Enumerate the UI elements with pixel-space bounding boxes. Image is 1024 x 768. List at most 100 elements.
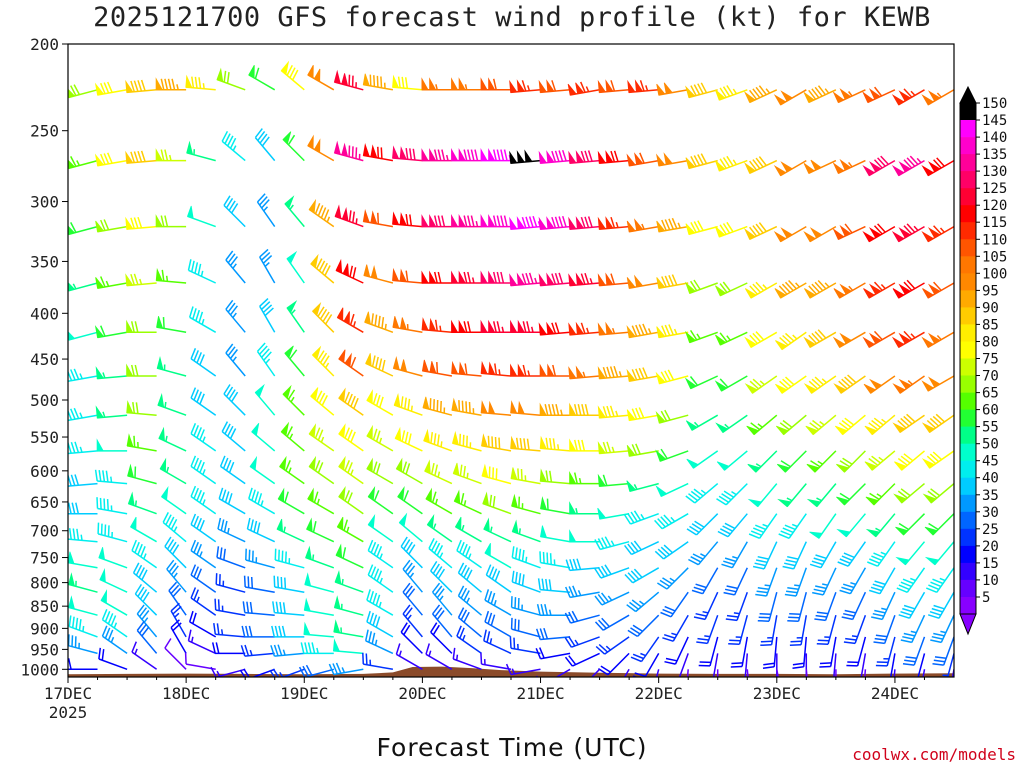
wind-barb [843, 614, 867, 645]
credit-link[interactable]: coolwx.com/models [852, 745, 1016, 764]
barb-flag [454, 516, 462, 531]
barb-flag [868, 332, 882, 345]
barb-full [631, 444, 638, 456]
barb-full [639, 152, 645, 164]
barb-flag [362, 209, 370, 224]
barb-half [200, 270, 204, 277]
barb-half [232, 312, 237, 319]
barb-full [104, 627, 111, 639]
barb-full [525, 216, 531, 228]
barb-full [160, 78, 165, 90]
x-tick-label: 20DEC [398, 684, 446, 703]
barb-full [755, 524, 767, 531]
barb-full [229, 256, 238, 266]
barb-half [134, 648, 138, 655]
barb-full [730, 665, 743, 668]
colorbar-label: 75 [982, 352, 999, 368]
barb-flag [251, 422, 260, 437]
wind-barb [862, 223, 896, 243]
wind-barb [685, 82, 718, 99]
barb-full [749, 380, 760, 390]
barb-full [371, 313, 374, 325]
barb-full [141, 626, 150, 637]
barb-flag [684, 377, 697, 390]
barb-flag [575, 321, 585, 335]
y-tick-label: 550 [30, 428, 59, 447]
barb-full [400, 396, 404, 408]
barb-flag [714, 380, 728, 392]
barb-shaft [304, 668, 334, 677]
barb-full [932, 415, 943, 425]
wind-barb [259, 248, 276, 284]
barb-full [229, 428, 237, 439]
barb-full [601, 617, 610, 628]
barb-full [900, 581, 912, 588]
wind-barb [188, 610, 217, 638]
wind-barb [190, 513, 217, 543]
barb-full [544, 604, 549, 616]
barb-full [254, 128, 263, 139]
wind-barb [655, 669, 660, 677]
wind-barb [568, 272, 600, 287]
wind-barb [284, 195, 305, 228]
barb-half [610, 540, 615, 547]
barb-full [492, 271, 497, 284]
barb-full [514, 618, 517, 631]
barb-full [73, 84, 81, 95]
barb-full [635, 443, 641, 455]
barb-half [817, 460, 823, 465]
barb-half [639, 600, 645, 606]
barb-full [726, 585, 738, 590]
barb-flag [399, 268, 407, 283]
barb-full [70, 474, 76, 486]
barb-full [671, 217, 678, 229]
wind-barb [540, 496, 571, 515]
barb-full [456, 625, 462, 637]
barb-flag [868, 161, 882, 173]
barb-full [243, 575, 246, 588]
barb-shaft [136, 630, 158, 654]
barb-half [165, 435, 168, 442]
barb-full [317, 306, 325, 317]
wind-barb [868, 567, 896, 595]
barb-full [517, 468, 520, 480]
wind-barb [185, 74, 216, 91]
wind-barb [333, 140, 364, 162]
x-tick-label: 24DEC [871, 684, 919, 703]
wind-barb [134, 584, 158, 616]
barb-full [376, 75, 379, 88]
wind-barb [68, 441, 98, 455]
wind-barb [457, 607, 482, 638]
barb-full [190, 539, 197, 551]
y-tick-label: 800 [30, 574, 59, 593]
barb-full [259, 196, 268, 206]
barb-full [68, 452, 69, 454]
wind-barb [94, 152, 128, 167]
barb-full [932, 662, 944, 666]
barb-full [558, 272, 564, 284]
barb-full [760, 640, 773, 643]
barb-full [407, 398, 411, 411]
barb-full [847, 374, 857, 384]
barb-half [611, 446, 615, 453]
barb-full [434, 607, 443, 618]
barb-full [184, 652, 187, 665]
barb-half [173, 526, 178, 532]
barb-full [872, 612, 884, 617]
barb-full [404, 77, 409, 89]
wind-barb [757, 592, 778, 622]
wind-barb [873, 614, 896, 645]
barb-full [190, 387, 197, 399]
barb-shaft [256, 350, 276, 377]
barb-full [264, 307, 274, 317]
barb-full [902, 635, 914, 640]
barb-flag [547, 363, 555, 377]
colorbar-label: 35 [982, 488, 999, 504]
barb-full [166, 539, 175, 550]
barb-shaft [706, 614, 719, 644]
barb-full [873, 417, 884, 426]
wind-barb [421, 148, 452, 162]
barb-full [902, 662, 915, 666]
barb-shaft [275, 559, 305, 569]
barb-full [514, 597, 517, 609]
